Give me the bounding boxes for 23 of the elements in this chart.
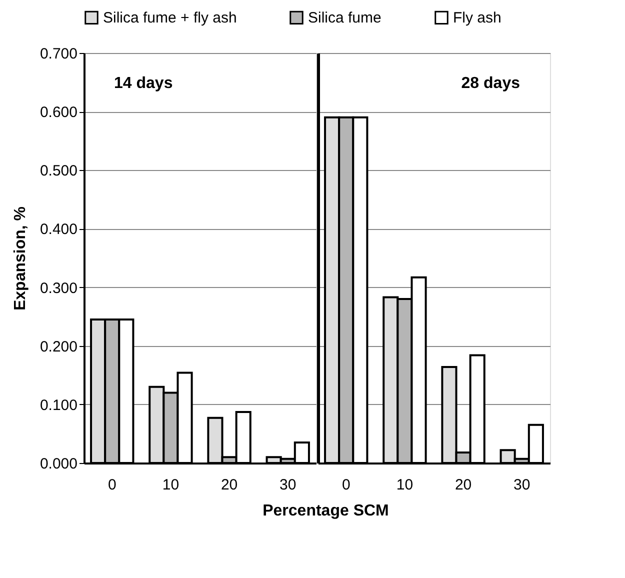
y-tick-label: 0.000 (40, 456, 78, 472)
y-axis-title: Expansion, % (12, 206, 29, 311)
y-tick-label: 0.100 (40, 396, 78, 414)
legend-label: Silica fume + fly ash (103, 10, 237, 27)
x-tick-label: 20 (220, 476, 238, 494)
x-tick-label: 30 (514, 476, 530, 494)
y-tick-label: 0.700 (40, 46, 78, 62)
x-axis-title: Percentage SCM (262, 502, 389, 520)
y-tick-label: 0.600 (40, 104, 78, 122)
annotation: 28 days (461, 75, 520, 92)
x-tick-label: 0 (108, 476, 116, 494)
legend-label: Silica fume (308, 10, 382, 27)
y-tick-label: 0.400 (40, 221, 78, 238)
y-tick-label: 0.500 (40, 162, 78, 180)
x-tick-label: 30 (280, 476, 296, 494)
x-tick-label: 20 (454, 476, 472, 494)
legend-label: Fly ash (453, 10, 502, 27)
x-tick-label: 10 (396, 476, 414, 494)
y-tick-label: 0.200 (40, 338, 78, 356)
y-tick-label: 0.300 (40, 280, 78, 297)
x-tick-label: 10 (162, 476, 180, 494)
x-tick-label: 0 (342, 476, 350, 494)
annotation: 14 days (114, 75, 173, 92)
